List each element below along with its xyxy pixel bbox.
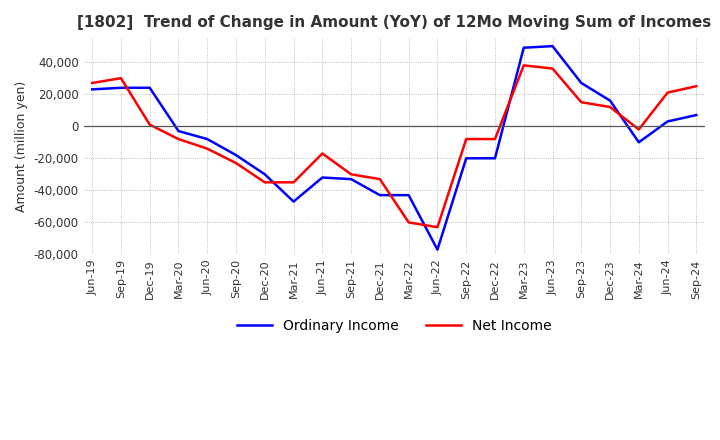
Ordinary Income — [318, 175, 327, 180]
Ordinary Income — [577, 81, 585, 86]
Net Income — [203, 146, 212, 151]
Net Income — [490, 136, 499, 142]
Net Income — [376, 176, 384, 182]
Net Income — [692, 84, 701, 89]
Ordinary Income — [692, 112, 701, 117]
Ordinary Income — [117, 85, 125, 91]
Net Income — [548, 66, 557, 71]
Net Income — [174, 136, 183, 142]
Net Income — [318, 151, 327, 156]
Ordinary Income — [405, 193, 413, 198]
Net Income — [663, 90, 672, 95]
Ordinary Income — [261, 172, 269, 177]
Ordinary Income — [490, 156, 499, 161]
Ordinary Income — [88, 87, 96, 92]
Net Income — [405, 220, 413, 225]
Net Income — [606, 104, 614, 110]
Net Income — [634, 127, 643, 132]
Net Income — [145, 122, 154, 127]
Ordinary Income — [174, 128, 183, 134]
Net Income — [462, 136, 470, 142]
Ordinary Income — [232, 152, 240, 158]
Ordinary Income — [145, 85, 154, 91]
Ordinary Income — [519, 45, 528, 50]
Net Income — [261, 180, 269, 185]
Legend: Ordinary Income, Net Income: Ordinary Income, Net Income — [231, 313, 557, 338]
Net Income — [289, 180, 298, 185]
Line: Net Income: Net Income — [92, 66, 696, 227]
Ordinary Income — [433, 247, 442, 252]
Net Income — [232, 161, 240, 166]
Net Income — [347, 172, 356, 177]
Ordinary Income — [462, 156, 470, 161]
Y-axis label: Amount (million yen): Amount (million yen) — [15, 81, 28, 212]
Net Income — [117, 76, 125, 81]
Ordinary Income — [376, 193, 384, 198]
Ordinary Income — [347, 176, 356, 182]
Ordinary Income — [289, 199, 298, 204]
Net Income — [88, 81, 96, 86]
Ordinary Income — [606, 98, 614, 103]
Ordinary Income — [663, 119, 672, 124]
Ordinary Income — [548, 44, 557, 49]
Line: Ordinary Income: Ordinary Income — [92, 46, 696, 249]
Title: [1802]  Trend of Change in Amount (YoY) of 12Mo Moving Sum of Incomes: [1802] Trend of Change in Amount (YoY) o… — [77, 15, 711, 30]
Ordinary Income — [203, 136, 212, 142]
Net Income — [577, 99, 585, 105]
Net Income — [519, 63, 528, 68]
Ordinary Income — [634, 139, 643, 145]
Net Income — [433, 224, 442, 230]
